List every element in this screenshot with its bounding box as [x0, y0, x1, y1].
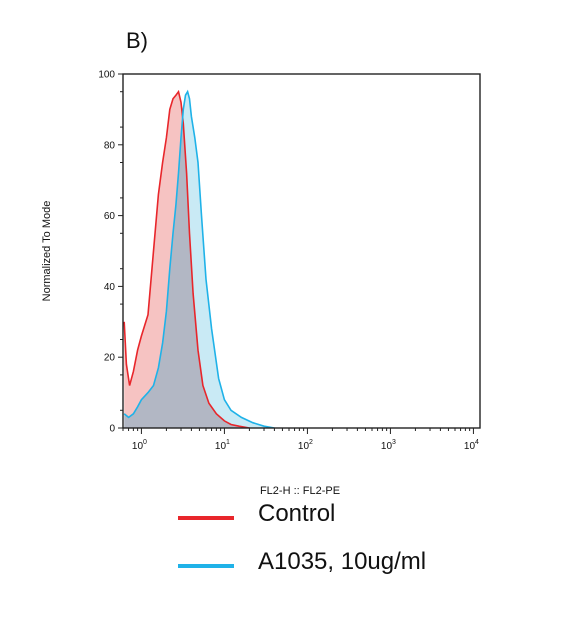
- x-tick-label-1: 100: [132, 439, 147, 452]
- y-tick-label-100: 100: [98, 70, 115, 81]
- x-tick-label-1000: 103: [381, 439, 396, 452]
- x-tick-label-10000: 104: [464, 439, 479, 452]
- legend-label-a1035: A1035, 10ug/ml: [258, 548, 427, 575]
- series-line-0: [123, 89, 250, 428]
- legend-swatch-a1035: [178, 564, 234, 568]
- x-axis-title: FL2-H :: FL2-PE: [260, 485, 340, 497]
- plot-frame: [122, 73, 481, 429]
- y-tick-label-60: 60: [104, 211, 116, 222]
- y-tick-label-80: 80: [104, 140, 116, 151]
- x-tick-label-10: 101: [215, 439, 230, 452]
- axis-layer: 0 20 40 60 80 100 100 101 102 103 104: [98, 70, 479, 453]
- x-tick-label-100: 102: [298, 439, 313, 452]
- y-tick-label-0: 0: [109, 424, 115, 435]
- histogram-chart: 0 20 40 60 80 100 100 101 102 103 104 Normalized T…: [41, 70, 481, 497]
- series-layer: [123, 89, 275, 428]
- y-tick-label-40: 40: [104, 282, 116, 293]
- legend-swatch-control: [178, 516, 234, 520]
- series-line-1: [123, 89, 275, 428]
- series-fill-1: [124, 91, 275, 428]
- y-axis-title: Normalized To Mode: [41, 201, 53, 302]
- y-tick-label-20: 20: [104, 353, 116, 364]
- panel-label: B): [126, 28, 148, 53]
- legend-label-control: Control: [258, 500, 336, 527]
